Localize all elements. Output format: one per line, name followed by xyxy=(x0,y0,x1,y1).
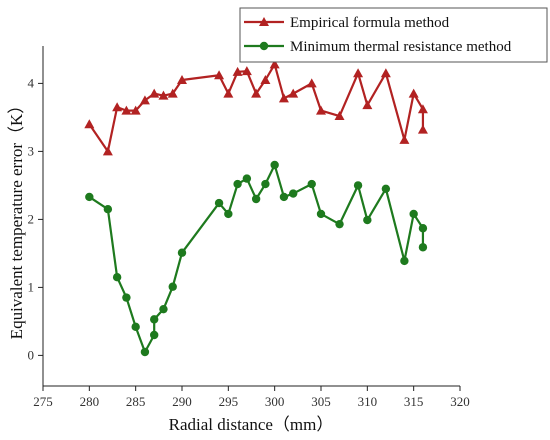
data-point xyxy=(150,330,159,340)
data-point xyxy=(270,160,279,170)
data-point xyxy=(260,75,271,84)
data-point xyxy=(409,209,418,219)
legend-item-1: Empirical formula method xyxy=(244,15,450,31)
data-point xyxy=(288,88,299,98)
data-point xyxy=(269,59,280,69)
data-point xyxy=(112,273,122,282)
ticks: 275 280 285 290 295 300 305 310 315 320 0 1 2 3 4 xyxy=(28,75,470,409)
series-line xyxy=(88,163,425,354)
data-point xyxy=(278,93,289,103)
data-point xyxy=(103,205,113,214)
data-point xyxy=(102,146,113,156)
legend-swatch-marker xyxy=(259,17,269,26)
data-point xyxy=(140,347,150,357)
data-point xyxy=(418,243,428,252)
data-point xyxy=(233,179,242,189)
data-point xyxy=(261,179,270,189)
data-point xyxy=(353,68,364,78)
data-point xyxy=(131,322,140,332)
data-point xyxy=(251,194,261,204)
legend-label: Empirical formula method xyxy=(290,15,450,31)
y-axis-label: Equivalent temperature error（K） xyxy=(7,97,26,340)
series-line xyxy=(88,63,425,153)
x-tick-label: 295 xyxy=(219,394,239,409)
data-point xyxy=(316,209,326,219)
data-point xyxy=(306,78,317,88)
data-point xyxy=(380,68,391,78)
data-point xyxy=(177,248,187,257)
data-point xyxy=(316,105,326,115)
data-point xyxy=(381,184,391,193)
x-tick-label: 315 xyxy=(404,394,424,409)
data-point xyxy=(400,256,409,266)
axes xyxy=(42,46,460,387)
data-point xyxy=(214,198,224,208)
data-point xyxy=(167,88,178,98)
y-tick-label: 1 xyxy=(28,279,35,294)
data-point xyxy=(399,134,410,144)
x-tick-label: 275 xyxy=(33,394,53,409)
data-point xyxy=(353,181,363,190)
data-point xyxy=(223,88,234,98)
data-point xyxy=(224,209,233,219)
data-point xyxy=(279,192,289,202)
data-point xyxy=(408,88,419,98)
series-2 xyxy=(85,160,428,357)
y-tick-label: 3 xyxy=(28,143,35,158)
data-point xyxy=(289,189,298,198)
data-point xyxy=(159,304,168,314)
data-point xyxy=(334,111,345,121)
x-tick-label: 320 xyxy=(450,394,470,409)
data-point xyxy=(363,215,372,225)
data-point xyxy=(242,174,252,183)
x-tick-label: 300 xyxy=(265,394,285,409)
x-tick-label: 285 xyxy=(126,394,146,409)
data-point xyxy=(418,224,428,233)
series-1 xyxy=(84,59,428,156)
y-tick-label: 2 xyxy=(28,211,35,226)
data-point xyxy=(232,66,243,76)
data-point xyxy=(85,192,94,202)
data-point xyxy=(307,179,316,189)
data-point xyxy=(158,90,169,100)
data-point xyxy=(121,105,132,115)
x-axis-label: Radial distance（mm） xyxy=(169,415,334,434)
data-point xyxy=(362,100,373,110)
data-point xyxy=(122,293,131,302)
x-tick-label: 290 xyxy=(172,394,192,409)
series-layer xyxy=(84,59,428,357)
data-point xyxy=(335,219,344,229)
data-point xyxy=(417,124,428,134)
data-point xyxy=(139,95,150,105)
x-tick-label: 305 xyxy=(311,394,331,409)
legend-box xyxy=(239,7,548,63)
data-point xyxy=(130,105,141,115)
x-tick-label: 280 xyxy=(80,394,100,409)
y-tick-label: 0 xyxy=(28,347,35,362)
data-point xyxy=(112,102,123,112)
x-tick-label: 310 xyxy=(358,394,378,409)
data-point xyxy=(177,75,187,84)
data-point xyxy=(241,66,252,76)
legend-label: Minimum thermal resistance method xyxy=(290,39,512,55)
data-point xyxy=(417,104,428,114)
y-tick-label: 4 xyxy=(28,75,35,90)
data-point xyxy=(149,88,160,98)
data-point xyxy=(150,315,159,324)
legend: Empirical formula method Minimum thermal … xyxy=(239,7,548,63)
legend-item-2: Minimum thermal resistance method xyxy=(244,39,512,55)
data-point xyxy=(214,70,225,80)
legend-swatch-marker xyxy=(259,41,269,51)
data-point xyxy=(84,119,95,129)
data-point xyxy=(251,88,262,98)
data-point xyxy=(168,282,177,291)
